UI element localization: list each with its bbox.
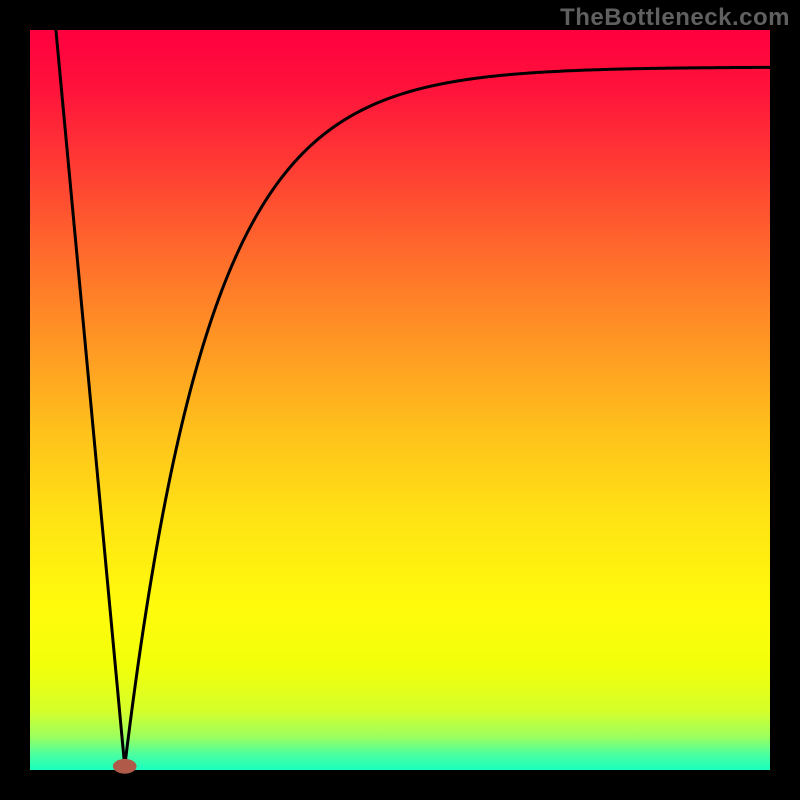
optimal-point-marker bbox=[113, 759, 137, 774]
watermark-text: TheBottleneck.com bbox=[560, 4, 790, 32]
chart-container: TheBottleneck.com bbox=[0, 0, 800, 800]
bottleneck-chart bbox=[0, 0, 800, 800]
plot-area bbox=[30, 30, 770, 770]
